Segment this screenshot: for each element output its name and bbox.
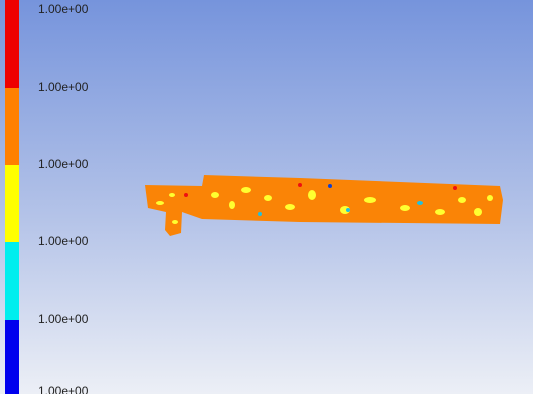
legend-label: 1.00e+00 (38, 312, 89, 326)
color-bar (5, 0, 19, 394)
speckle (400, 205, 410, 211)
speckle (417, 201, 423, 205)
color-band (5, 165, 19, 242)
speckle (487, 195, 493, 201)
speckle (458, 197, 466, 203)
color-band (5, 88, 19, 165)
color-band (5, 320, 19, 394)
color-band (5, 0, 19, 88)
speckle (340, 206, 350, 214)
speckle (435, 209, 445, 215)
legend-label: 1.00e+00 (38, 2, 89, 16)
speckle (264, 195, 272, 201)
speckle (298, 183, 302, 187)
geometry (145, 175, 503, 236)
contour-body (145, 175, 503, 236)
speckle (229, 201, 235, 209)
speckle (285, 204, 295, 210)
legend-label: 1.00e+00 (38, 157, 89, 171)
speckle (364, 197, 376, 203)
speckle (258, 212, 262, 216)
color-band (5, 242, 19, 320)
legend-label: 1.00e+00 (38, 80, 89, 94)
speckle (211, 192, 219, 198)
legend-labels: 1.00e+00 1.00e+00 1.00e+00 1.00e+00 1.00e+00… (38, 2, 89, 394)
speckle (474, 208, 482, 216)
legend-label: 1.00e+00 (38, 384, 89, 394)
speckles (156, 183, 493, 224)
speckle (346, 208, 350, 212)
speckle (308, 190, 316, 200)
speckle (156, 201, 164, 205)
speckle (169, 193, 175, 197)
speckle (172, 220, 178, 224)
legend-label: 1.00e+00 (38, 234, 89, 248)
speckle (328, 184, 332, 188)
speckle (453, 186, 457, 190)
speckle (241, 187, 251, 193)
speckle (184, 193, 188, 197)
